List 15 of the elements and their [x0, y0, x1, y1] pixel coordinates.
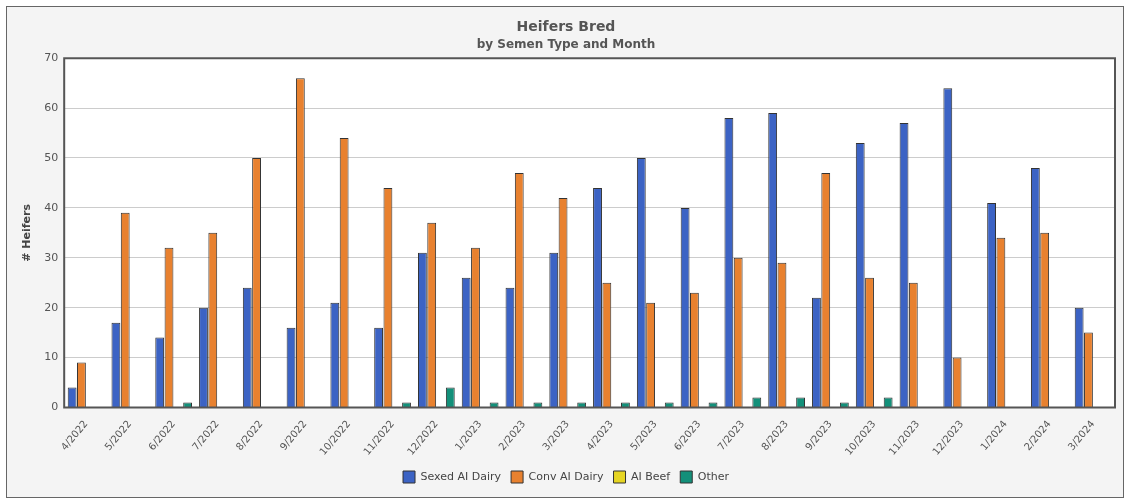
chart-title: Heifers Bred	[516, 18, 616, 35]
legend-label: Conv AI Dairy	[528, 469, 605, 483]
y-tick-label: 30	[44, 250, 59, 264]
y-tick-label: 60	[44, 100, 59, 114]
y-tick-label: 0	[51, 400, 59, 414]
chart-subtitle: by Semen Type and Month	[476, 37, 656, 52]
y-tick-label: 40	[44, 200, 59, 214]
y-tick-label: 10	[44, 350, 59, 364]
y-axis-title: # Heifers	[20, 203, 34, 262]
legend-label: AI Beef	[631, 469, 672, 483]
y-tick-label: 50	[44, 150, 59, 164]
y-tick-label: 70	[44, 51, 59, 65]
y-tick-label: 20	[44, 300, 59, 314]
legend-label: Other	[697, 469, 730, 483]
legend-label: Sexed AI Dairy	[420, 469, 502, 483]
